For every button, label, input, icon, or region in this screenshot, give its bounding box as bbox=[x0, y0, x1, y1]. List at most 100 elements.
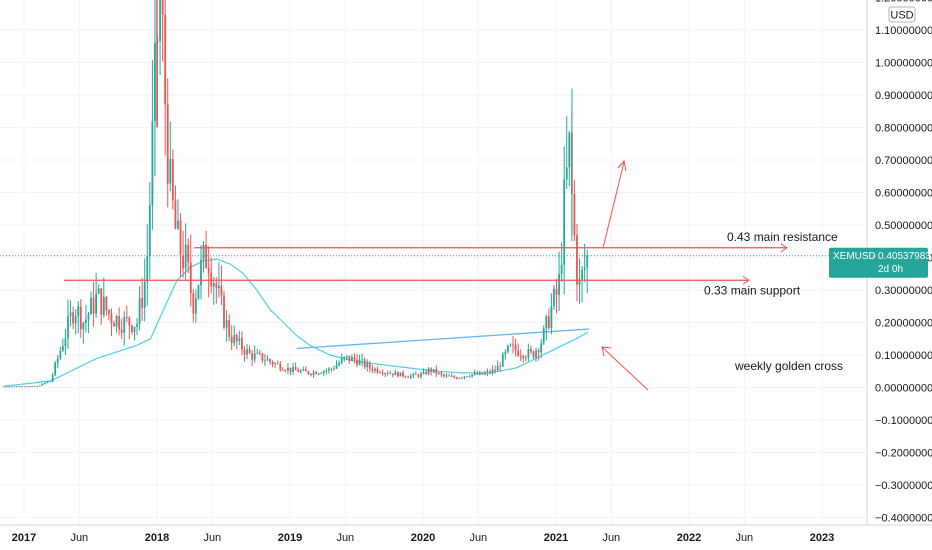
candle-up bbox=[473, 372, 476, 375]
candle-up bbox=[38, 385, 41, 387]
candle-down bbox=[261, 353, 264, 361]
candle-down bbox=[304, 369, 307, 372]
candle-up bbox=[133, 326, 136, 332]
candle-up bbox=[340, 358, 343, 364]
price-tick-label: 0.00000000 bbox=[875, 383, 932, 395]
candle-down bbox=[376, 368, 379, 373]
candle-up bbox=[54, 363, 57, 375]
price-tick-label: 0.70000000 bbox=[875, 155, 932, 167]
candle-up bbox=[427, 368, 430, 374]
candle-up bbox=[23, 386, 26, 388]
candle-down bbox=[440, 372, 443, 375]
candle-down bbox=[276, 363, 279, 365]
candle-down bbox=[279, 363, 282, 370]
resistance-arrowhead bbox=[780, 243, 788, 253]
candle-up bbox=[542, 328, 545, 344]
candle-down bbox=[512, 344, 514, 346]
candle-up bbox=[422, 371, 425, 374]
moving-average-layer bbox=[3, 258, 589, 387]
candle-up bbox=[87, 314, 90, 320]
support-label: 0.33 main support bbox=[704, 283, 801, 297]
candle-down bbox=[448, 375, 450, 377]
price-tick-label: −0.10000000 bbox=[875, 415, 932, 427]
candle-down bbox=[8, 386, 11, 388]
current-price-badge: XEMUSD - 0.40537983 2d 0h bbox=[829, 247, 931, 278]
candle-down bbox=[33, 386, 36, 387]
candle-down bbox=[189, 262, 192, 294]
price-tick-label: 0.30000000 bbox=[875, 285, 932, 297]
candle-up bbox=[358, 359, 361, 365]
candle-down bbox=[397, 372, 399, 377]
candle-down bbox=[215, 283, 218, 289]
candle-down bbox=[187, 244, 190, 263]
golden-cross-label: weekly golden cross bbox=[734, 359, 843, 373]
candle-down bbox=[573, 194, 576, 236]
candle-down bbox=[368, 363, 371, 369]
candle-up bbox=[338, 363, 341, 366]
candle-up bbox=[468, 376, 471, 378]
candle-up bbox=[143, 282, 146, 308]
time-tick-label: 2021 bbox=[544, 532, 568, 544]
candle-down bbox=[3, 386, 5, 388]
candle-down bbox=[307, 371, 310, 374]
candle-down bbox=[489, 371, 491, 373]
candle-up bbox=[77, 306, 80, 317]
candle-down bbox=[363, 359, 366, 368]
candle-up bbox=[558, 274, 560, 295]
badge-symbol: XEMUSD bbox=[833, 251, 876, 262]
candle-down bbox=[258, 352, 261, 354]
candle-up bbox=[197, 285, 200, 299]
candle-up bbox=[320, 373, 323, 375]
candle-down bbox=[248, 349, 251, 354]
price-tick-label: 0.80000000 bbox=[875, 123, 932, 135]
candle-up bbox=[212, 283, 215, 287]
time-tick-label: 2020 bbox=[411, 532, 435, 544]
candle-down bbox=[530, 348, 532, 352]
candle-up bbox=[350, 356, 353, 361]
candle-up bbox=[553, 288, 555, 307]
candle-up bbox=[61, 346, 64, 351]
candle-up bbox=[31, 386, 34, 387]
candle-up bbox=[312, 372, 315, 376]
candle-down bbox=[414, 373, 417, 375]
candle-up bbox=[524, 357, 527, 359]
candle-down bbox=[141, 297, 144, 308]
price-tick-label: −0.30000000 bbox=[875, 480, 932, 492]
time-tick-label: Jun bbox=[469, 532, 487, 544]
candle-up bbox=[317, 373, 320, 375]
candle-down bbox=[269, 359, 271, 362]
time-tick-label: 2019 bbox=[278, 532, 302, 544]
candle-down bbox=[430, 368, 433, 372]
time-tick-label: 2017 bbox=[12, 532, 36, 544]
badge-background bbox=[829, 247, 928, 278]
candle-down bbox=[555, 288, 558, 295]
candle-up bbox=[67, 316, 69, 339]
candle-up bbox=[445, 375, 448, 377]
candle-up bbox=[44, 383, 46, 384]
candle-up bbox=[148, 204, 151, 257]
candle-up bbox=[64, 338, 67, 347]
candle-down bbox=[113, 323, 115, 327]
time-tick-label: Jun bbox=[203, 532, 221, 544]
candle-down bbox=[281, 369, 284, 371]
time-tick-label: Jun bbox=[336, 532, 354, 544]
candle-down bbox=[79, 306, 82, 330]
candle-down bbox=[348, 355, 351, 361]
candle-down bbox=[481, 372, 484, 375]
trendline-layer bbox=[296, 328, 590, 350]
candle-up bbox=[13, 386, 16, 388]
candle-up bbox=[384, 373, 387, 374]
candle-up bbox=[361, 359, 364, 361]
price-tick-label: 0.20000000 bbox=[875, 318, 932, 330]
candle-down bbox=[379, 372, 381, 374]
candle-down bbox=[476, 372, 479, 375]
candle-down bbox=[514, 344, 517, 351]
candle-up bbox=[151, 121, 154, 205]
candle-up bbox=[115, 316, 118, 327]
time-axis[interactable]: 2017 Jun 2018 Jun 2019 Jun 2020 Jun 2021 Jun 2022 J… bbox=[12, 532, 834, 544]
candle-down bbox=[164, 14, 167, 105]
blue-trendline bbox=[296, 328, 590, 350]
candle-up bbox=[343, 357, 346, 359]
candle-up bbox=[527, 348, 530, 358]
